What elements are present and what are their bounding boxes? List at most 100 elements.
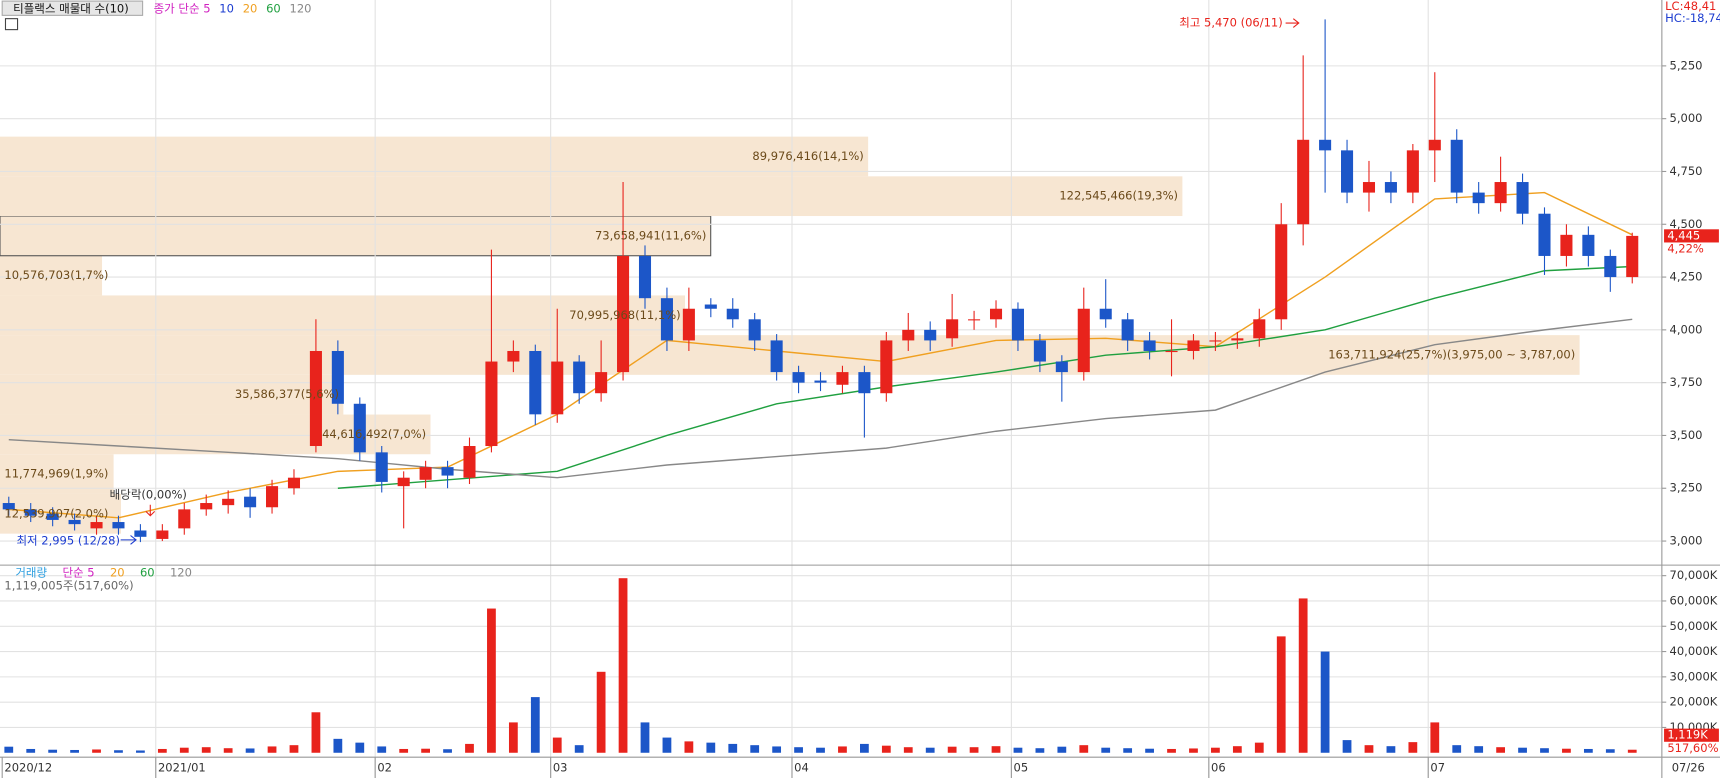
legend-entry: 120 [170,565,192,579]
candle-body [529,350,542,415]
dividend-label: 배당락(0,00%) [110,487,187,501]
volume-bar [1408,742,1418,753]
candle-body [375,452,388,482]
volume-bar [596,671,606,753]
profile-band [0,176,1183,217]
candle-body [1406,150,1419,193]
volume-bar [1057,746,1067,753]
y-tick-label: 40,000K [1670,644,1718,658]
volume-bar [1079,745,1089,753]
candle-body [266,486,279,508]
candle-body [682,308,695,341]
volume-bar [1474,746,1484,753]
volume-bar [772,746,782,753]
y-tick-label: 70,000K [1670,568,1718,582]
volume-info: 1,119,005주(517,60%) [4,578,133,592]
change-tag: 4,22% [1667,242,1704,256]
candle-body [485,361,498,447]
volume-bar [267,746,277,753]
profile-label: 163,711,924(25,7%)(3,975,00 ~ 3,787,00) [1328,347,1575,361]
volume-bar [925,747,935,753]
volume-bar [1562,748,1571,753]
x-tick-label: 03 [553,761,568,775]
y-tick-label: 5,250 [1670,58,1703,72]
candle-body [595,372,608,394]
volume-bar [1518,747,1527,753]
y-tick-label: 3,250 [1670,481,1703,495]
volume-bar [136,750,145,753]
volume-bar [903,747,913,753]
x-tick-label: 07 [1430,761,1445,775]
candle-body [573,361,586,394]
candle-body [792,372,805,383]
volume-bar [1496,747,1505,753]
x-tick-label: 2020/12 [4,761,52,775]
candle-body [1209,340,1222,342]
price-tag: 4,445 [1667,228,1700,242]
volume-bar [1320,651,1330,753]
candle-body [704,304,717,309]
candle-body [1187,340,1200,351]
profile-band [0,215,712,257]
volume-bar [969,747,979,753]
candle-body [880,340,893,394]
legend-entry: 120 [290,1,312,15]
volume-bar [1627,749,1637,753]
volume-bar [662,737,672,753]
volume-bar [421,748,430,753]
volume-bar [201,747,211,753]
y-tick-label: 4,250 [1670,270,1703,284]
moving-average [337,265,1633,489]
candle-body [1604,255,1617,278]
candle-body [397,477,410,487]
volume-bar [1123,748,1133,753]
y-tick-label: 30,000K [1670,669,1718,683]
hc-label: HC:-18,74 [1665,11,1720,25]
candle-body [726,308,739,320]
candle-body [1362,182,1376,193]
candle-body [1121,319,1134,341]
volume-bar [1254,742,1264,753]
profile-band [0,136,869,177]
candle-body [1582,234,1595,256]
candles [2,19,1639,753]
volume-bar [947,746,957,753]
volume-bar [1298,598,1308,753]
volume-bar [706,742,716,753]
volume-bar [530,697,540,753]
low-label: 최저 2,995 (12/28) [16,533,119,547]
volume-bar [70,749,79,753]
volume-bar [1583,748,1593,753]
legend-entry: 20 [110,565,125,579]
candle-body [858,372,871,394]
candle-body [1231,338,1244,341]
candle-body [924,329,937,341]
volume-bar [1232,746,1242,753]
candle-body [1428,139,1441,151]
candle-body [156,530,169,539]
candle-body [1319,139,1332,151]
volume-bar [1035,748,1045,753]
candle-body [90,522,103,529]
table-icon[interactable] [4,18,19,31]
volume-bar [289,745,299,753]
candle-body [946,319,959,339]
volume-bar [4,746,14,753]
legend-entry: 종가 단순 5 [154,1,211,15]
volume-tag-bg [1664,728,1719,742]
volume-bar [1342,740,1352,753]
high-label: 최고 5,470 (06/11) [1179,16,1282,30]
candle-body [287,477,301,489]
volume-bar [1452,745,1462,753]
candle-body [1077,308,1090,373]
volume-bar [157,748,167,753]
profile-band [0,454,114,494]
candle-body [551,361,564,415]
volume-bar [487,608,496,753]
profile-label: 35,586,377(5,6%) [235,387,339,401]
volume-bar [640,722,650,753]
volume-bar [816,747,825,753]
candle-body [112,522,125,529]
profile-label: 73,658,941(11,6%) [595,228,706,242]
